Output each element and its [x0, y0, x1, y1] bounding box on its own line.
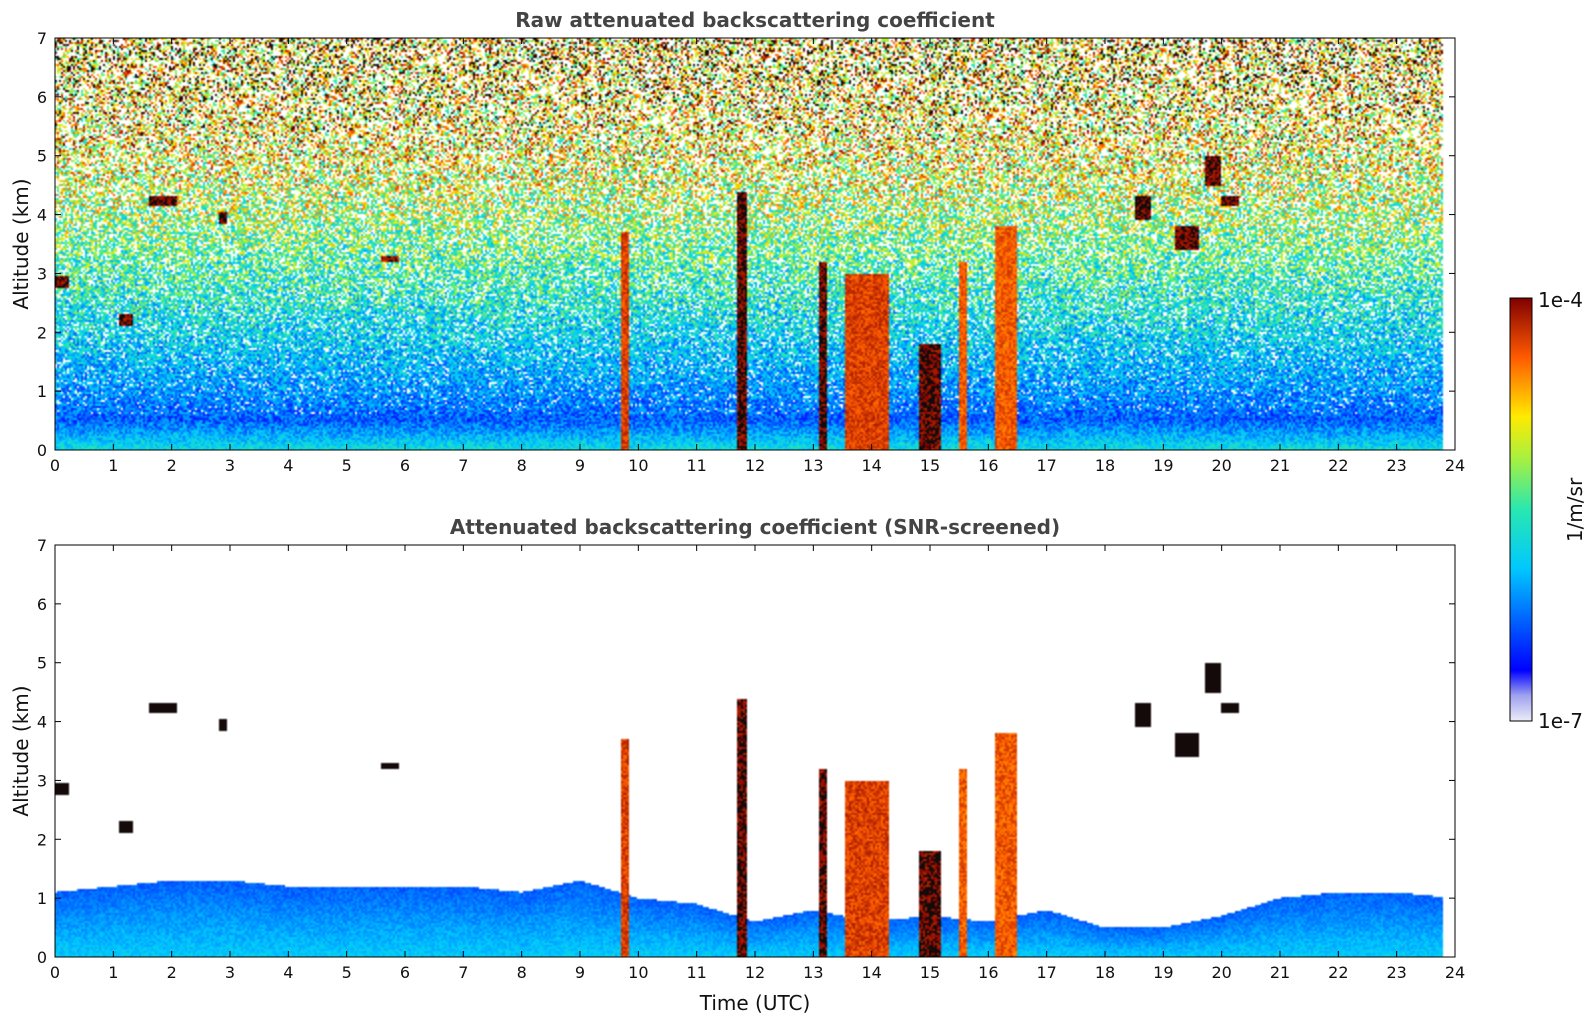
raw-backscatter-heatmap	[55, 38, 1455, 450]
y-tick-label: 7	[37, 536, 47, 555]
panel-title: Attenuated backscattering coefficient (S…	[450, 515, 1060, 539]
x-tick-label: 11	[686, 963, 706, 982]
x-tick-label: 18	[1095, 963, 1115, 982]
x-axis-label: Time (UTC)	[699, 991, 811, 1015]
x-tick-label: 5	[342, 456, 352, 475]
x-tick-label: 13	[803, 456, 823, 475]
colorbar: 1e-4 1e-7 1/m/sr	[1509, 288, 1587, 733]
y-tick-label: 3	[37, 771, 47, 790]
y-tick-label: 6	[37, 595, 47, 614]
x-tick-label: 9	[575, 456, 585, 475]
x-tick-label: 20	[1211, 456, 1231, 475]
x-tick-label: 18	[1095, 456, 1115, 475]
y-tick-label: 4	[37, 206, 47, 225]
x-tick-label: 16	[978, 963, 998, 982]
x-tick-label: 3	[225, 456, 235, 475]
x-tick-label: 15	[920, 456, 940, 475]
y-tick-label: 7	[37, 29, 47, 48]
snr-screened-panel: Attenuated backscattering coefficient (S…	[9, 515, 1465, 1015]
x-tick-label: 11	[686, 456, 706, 475]
x-tick-label: 3	[225, 963, 235, 982]
y-tick-label: 4	[37, 713, 47, 732]
y-tick-label: 3	[37, 264, 47, 283]
panel-title: Raw attenuated backscattering coefficien…	[515, 8, 995, 32]
colorbar-max-label: 1e-4	[1538, 288, 1583, 312]
raw-backscatter-panel: Raw attenuated backscattering coefficien…	[9, 8, 1465, 475]
colorbar-unit-label: 1/m/sr	[1563, 477, 1587, 542]
x-tick-label: 6	[400, 456, 410, 475]
y-tick-label: 5	[37, 147, 47, 166]
y-axis-label: Altitude (km)	[9, 685, 33, 816]
x-tick-label: 12	[745, 456, 765, 475]
x-tick-label: 10	[628, 456, 648, 475]
x-tick-label: 15	[920, 963, 940, 982]
colorbar-min-label: 1e-7	[1538, 709, 1583, 733]
axes: 0 1 2 3 4 5 6 7 8 9 10 11 12 13 14 15 16 17 18 19 20 21 22 23 24…	[37, 29, 1465, 475]
x-tick-label: 14	[861, 963, 881, 982]
x-tick-label: 16	[978, 456, 998, 475]
axes: 0 1 2 3 4 5 6 7 8 9 10 11 12 13 14 15 16 17 18 19 20 21 22 23 24…	[37, 536, 1465, 982]
y-tick-label: 2	[37, 323, 47, 342]
x-tick-label: 8	[517, 456, 527, 475]
y-tick-label: 5	[37, 654, 47, 673]
y-tick-label: 6	[37, 88, 47, 107]
x-tick-label: 24	[1445, 963, 1465, 982]
x-tick-label: 5	[342, 963, 352, 982]
y-tick-label: 2	[37, 830, 47, 849]
x-tick-label: 2	[167, 963, 177, 982]
x-tick-label: 17	[1036, 456, 1056, 475]
x-tick-label: 19	[1153, 456, 1173, 475]
x-tick-label: 2	[167, 456, 177, 475]
x-tick-label: 21	[1270, 963, 1290, 982]
x-tick-label: 12	[745, 963, 765, 982]
x-tick-label: 0	[50, 963, 60, 982]
y-tick-label: 0	[37, 441, 47, 460]
x-tick-label: 1	[108, 456, 118, 475]
y-tick-label: 1	[37, 382, 47, 401]
x-tick-label: 13	[803, 963, 823, 982]
x-tick-label: 23	[1386, 456, 1406, 475]
x-tick-label: 10	[628, 963, 648, 982]
x-tick-label: 7	[458, 456, 468, 475]
x-tick-label: 9	[575, 963, 585, 982]
y-tick-label: 0	[37, 948, 47, 967]
colorbar-gradient	[1509, 297, 1533, 722]
x-tick-label: 0	[50, 456, 60, 475]
x-tick-label: 1	[108, 963, 118, 982]
y-tick-label: 1	[37, 889, 47, 908]
x-tick-label: 14	[861, 456, 881, 475]
x-tick-label: 6	[400, 963, 410, 982]
x-tick-label: 20	[1211, 963, 1231, 982]
x-tick-label: 4	[283, 963, 293, 982]
x-tick-label: 7	[458, 963, 468, 982]
x-tick-label: 21	[1270, 456, 1290, 475]
x-tick-label: 22	[1328, 456, 1348, 475]
x-tick-label: 8	[517, 963, 527, 982]
x-tick-label: 22	[1328, 963, 1348, 982]
x-tick-label: 17	[1036, 963, 1056, 982]
x-tick-label: 24	[1445, 456, 1465, 475]
y-axis-label: Altitude (km)	[9, 178, 33, 309]
x-tick-label: 4	[283, 456, 293, 475]
snr-screened-heatmap	[55, 545, 1455, 957]
x-tick-label: 19	[1153, 963, 1173, 982]
x-tick-label: 23	[1386, 963, 1406, 982]
